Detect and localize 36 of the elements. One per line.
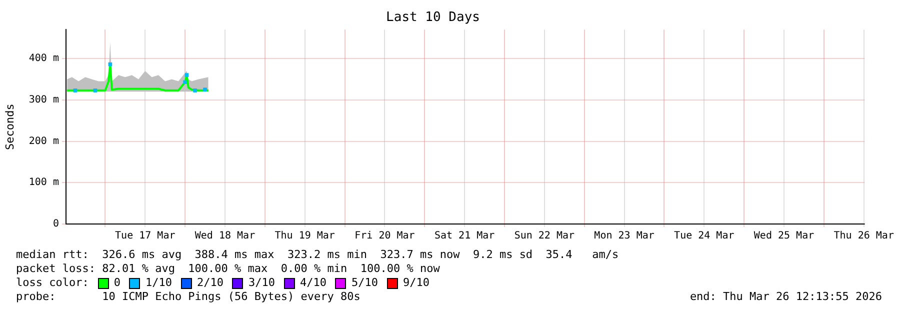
legend-label: 2/10 [196,276,224,290]
text: packet loss: 82.01 % avg 100.00 % max 0.00 % min 100.00 % now [16,262,440,276]
y-tick-label: 0 [52,218,59,230]
x-tick-label: Thu 19 Mar [274,230,335,242]
chart-title: Last 10 Days [386,10,480,26]
x-tick-label: Wed 18 Mar [194,230,256,242]
x-tick-label: Tue 24 Mar [674,230,734,242]
legend-label: 1/10 [145,276,172,290]
point [193,88,197,92]
point [108,62,112,66]
y-tick-label: 100 m [28,177,59,188]
x-tick-label: Sat 21 Mar [434,230,495,242]
legend-label: 4/10 [300,276,326,290]
legend-title: loss color: [16,276,89,290]
y-tick-label: 400 m [28,53,59,64]
text: probe: 10 ICMP Echo Pings (56 Bytes) every 80s [16,290,360,304]
legend-label: 5/10 [351,276,378,290]
x-tick-label: Wed 25 Mar [754,230,814,242]
legend-label: 0 [114,276,120,290]
x-tick-label: Sun 22 Mar [514,230,575,242]
legend-label: 9/10 [402,276,430,290]
point [184,73,189,78]
y-tick-label: 200 m [28,136,59,147]
point [203,88,207,92]
y-axis-title: Seconds [3,104,16,150]
x-tick-label: Mon 23 Mar [594,230,654,242]
text: median rtt: 326.6 ms avg 388.4 ms max 323.2 ms min 323.7 ms now 9.2 ms sd 35.4 am/s [16,248,619,262]
legend-label: 3/10 [248,276,275,290]
x-tick-label: Fri 20 Mar [354,230,415,242]
point [93,88,98,92]
point [73,88,78,92]
y-tick-label: 300 m [28,94,59,106]
x-tick-label: Thu 26 Mar [834,230,894,242]
text: end: Thu Mar 26 12:13:55 2026 [690,290,882,304]
point [183,80,187,84]
x-tick-label: Tue 17 Mar [115,230,176,242]
